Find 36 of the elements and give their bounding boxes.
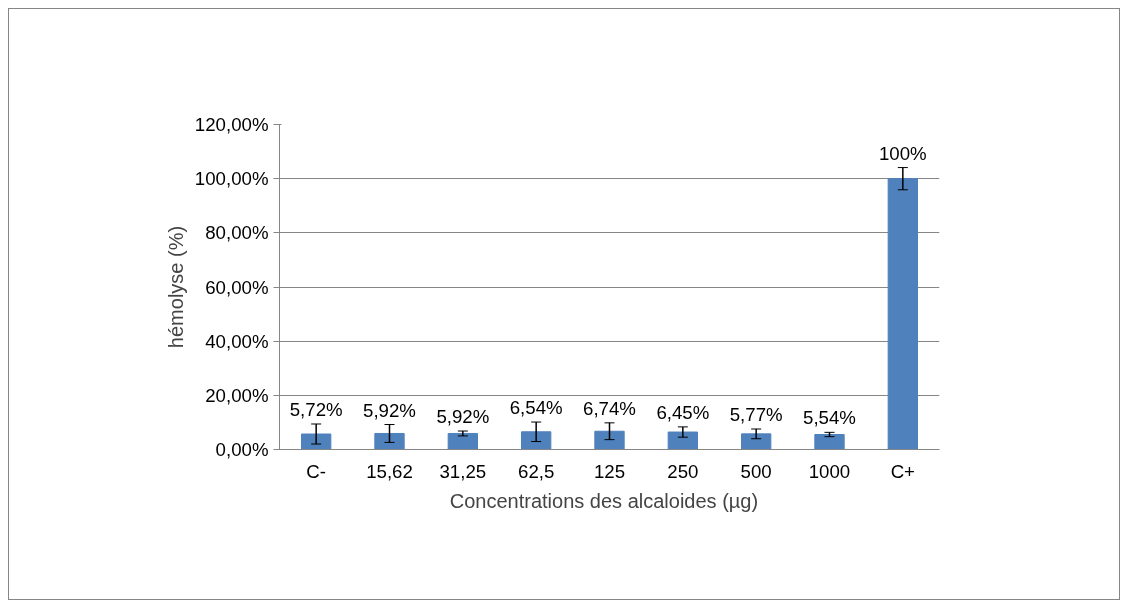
- bar: [814, 434, 845, 450]
- x-tick-label: 31,25: [439, 460, 487, 482]
- data-label: 5,92%: [436, 406, 490, 428]
- data-label: 5,92%: [363, 399, 416, 421]
- y-tick-label: 100,00%: [194, 168, 269, 190]
- data-label: 100%: [878, 142, 927, 164]
- bar: [667, 431, 698, 450]
- bar: [741, 433, 772, 450]
- y-tick-label: 20,00%: [205, 384, 269, 406]
- x-axis-title: Concentrations des alcaloides (µg): [449, 489, 759, 512]
- y-axis-title: hémolyse (%): [164, 225, 187, 349]
- data-label: 5,77%: [729, 404, 783, 425]
- bar: [447, 432, 478, 450]
- bar: [521, 431, 552, 450]
- x-tick-label: 250: [667, 460, 699, 482]
- data-label: 6,45%: [656, 401, 710, 423]
- y-tick-label: 40,00%: [205, 330, 269, 352]
- x-tick-label: 125: [593, 460, 626, 482]
- x-tick-label: 62,5: [518, 460, 555, 482]
- y-tick-label: 0,00%: [215, 439, 269, 460]
- data-label: 5,54%: [803, 407, 856, 429]
- data-label: 5,72%: [289, 398, 343, 420]
- bar: [594, 430, 625, 450]
- data-label: 6,74%: [583, 397, 636, 419]
- y-tick-label: 80,00%: [205, 222, 269, 244]
- data-label: 6,54%: [509, 397, 563, 419]
- x-tick-label: 1000: [808, 460, 851, 482]
- y-tick-label: 120,00%: [194, 114, 269, 135]
- bar: [887, 178, 918, 450]
- x-tick-label: 15,62: [366, 460, 413, 482]
- y-tick-label: 60,00%: [205, 276, 269, 298]
- bar: [374, 432, 405, 450]
- x-tick-label: 500: [740, 460, 772, 482]
- x-tick-label: C-: [306, 460, 327, 482]
- x-tick-label: C+: [890, 460, 916, 482]
- bar: [301, 433, 332, 450]
